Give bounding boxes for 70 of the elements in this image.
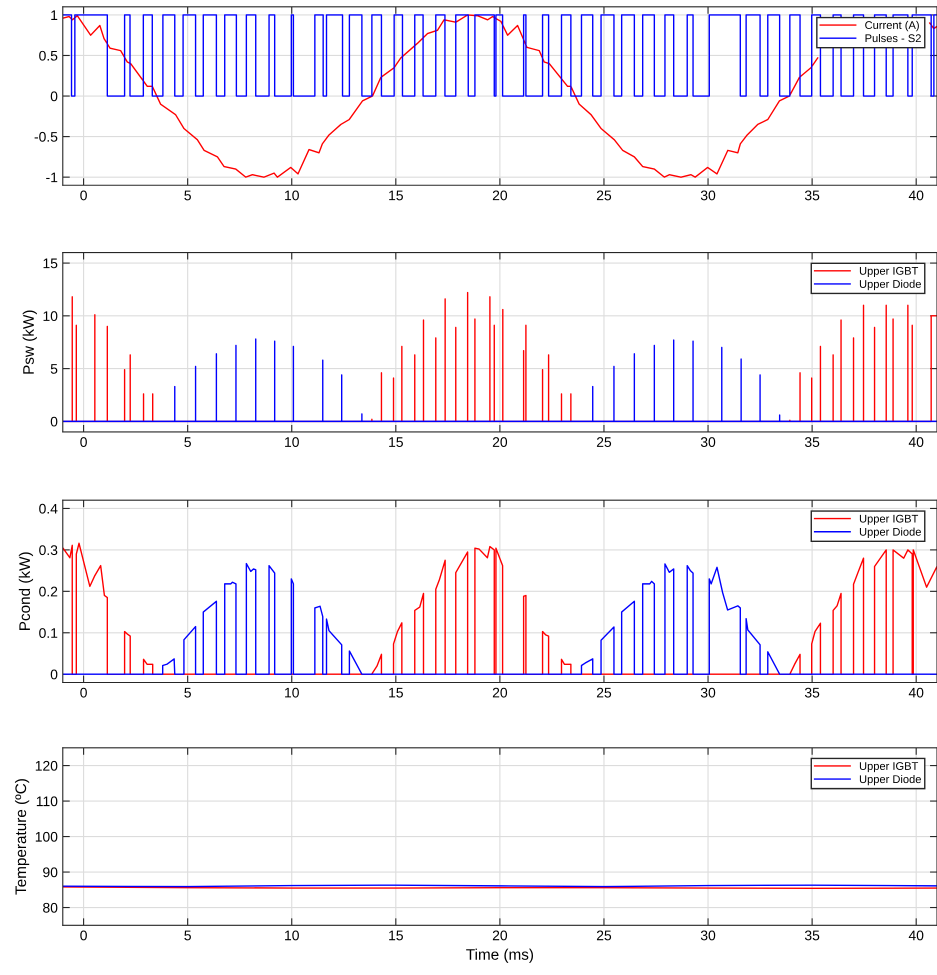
legend-label: Upper IGBT bbox=[860, 266, 918, 277]
x-tick-label: 0 bbox=[80, 688, 87, 698]
legend-label: Upper IGBT bbox=[860, 514, 918, 525]
legend-label: Current (A) bbox=[865, 20, 919, 32]
x-tick-label: 25 bbox=[596, 930, 612, 940]
y-axis-title: Pcond (kW) bbox=[18, 552, 34, 630]
x-tick-label: 40 bbox=[908, 437, 924, 447]
x-tick-label: 35 bbox=[804, 688, 820, 698]
x-tick-label: 20 bbox=[492, 437, 508, 447]
x-tick-label: 0 bbox=[80, 930, 87, 940]
x-tick-label: 30 bbox=[700, 688, 716, 698]
y-axis-title: Temperature (ºC) bbox=[14, 779, 30, 895]
x-tick-label: 10 bbox=[285, 688, 299, 698]
x-tick-label: 30 bbox=[700, 930, 716, 940]
y-tick-label: 10 bbox=[44, 311, 58, 322]
x-tick-label: 25 bbox=[596, 190, 612, 200]
line-series bbox=[62, 338, 937, 422]
legend-label: Upper Diode bbox=[860, 774, 921, 786]
y-tick-label: 0.4 bbox=[39, 504, 58, 514]
x-tick-label: 35 bbox=[804, 930, 820, 940]
y-tick-label: 0 bbox=[50, 670, 58, 680]
x-tick-label: 20 bbox=[492, 688, 508, 698]
legend-label: Upper IGBT bbox=[860, 762, 918, 772]
y-tick-label: 0.3 bbox=[39, 545, 58, 556]
x-tick-label: 30 bbox=[700, 437, 716, 447]
x-tick-label: 40 bbox=[908, 688, 924, 698]
x-tick-label: 10 bbox=[285, 437, 299, 447]
x-tick-label: 40 bbox=[908, 190, 924, 200]
y-tick-label: 15 bbox=[44, 258, 58, 268]
x-tick-label: 25 bbox=[596, 437, 612, 447]
x-tick-label: 10 bbox=[285, 190, 299, 200]
y-tick-label: 0 bbox=[50, 416, 58, 427]
x-tick-label: 35 bbox=[804, 190, 820, 200]
x-tick-label: 0 bbox=[80, 190, 87, 200]
y-tick-label: 0.2 bbox=[39, 586, 58, 597]
x-tick-label: 15 bbox=[389, 190, 403, 200]
y-tick-label: 80 bbox=[43, 902, 58, 913]
legend-label: Pulses - S2 bbox=[866, 34, 921, 42]
x-axis-title: Time (ms) bbox=[466, 948, 534, 963]
y-tick-label: 0 bbox=[50, 91, 58, 102]
line-series bbox=[62, 562, 937, 675]
y-tick-label: 110 bbox=[36, 796, 58, 806]
x-tick-label: 5 bbox=[184, 437, 191, 447]
y-tick-label: -0.5 bbox=[34, 132, 58, 142]
x-tick-label: 5 bbox=[184, 190, 191, 200]
x-tick-label: 15 bbox=[389, 688, 403, 698]
legend-label: Upper Diode bbox=[860, 528, 921, 538]
x-tick-label: 10 bbox=[285, 930, 299, 940]
x-tick-label: 15 bbox=[389, 437, 403, 447]
x-tick-label: 20 bbox=[492, 930, 508, 940]
x-tick-label: 5 bbox=[184, 688, 191, 698]
x-tick-label: 30 bbox=[700, 190, 716, 200]
y-tick-label: 100 bbox=[36, 832, 58, 842]
y-tick-label: 1 bbox=[51, 10, 58, 20]
x-tick-label: 25 bbox=[596, 688, 612, 698]
legend-label: Upper Diode bbox=[860, 280, 921, 290]
y-tick-label: 0.1 bbox=[39, 628, 58, 638]
y-tick-label: 120 bbox=[36, 760, 58, 771]
x-tick-label: 0 bbox=[80, 437, 87, 447]
y-tick-label: -1 bbox=[46, 172, 58, 182]
x-tick-label: 35 bbox=[804, 437, 820, 447]
x-tick-label: 5 bbox=[184, 930, 191, 940]
y-tick-label: 0.5 bbox=[39, 50, 58, 61]
x-tick-label: 15 bbox=[389, 930, 403, 940]
y-tick-label: 90 bbox=[43, 867, 58, 878]
line-series bbox=[62, 542, 937, 675]
y-axis-title: Psw (kW) bbox=[22, 310, 37, 374]
x-tick-label: 40 bbox=[908, 930, 924, 940]
x-tick-label: 20 bbox=[492, 190, 508, 200]
y-tick-label: 5 bbox=[50, 364, 58, 374]
